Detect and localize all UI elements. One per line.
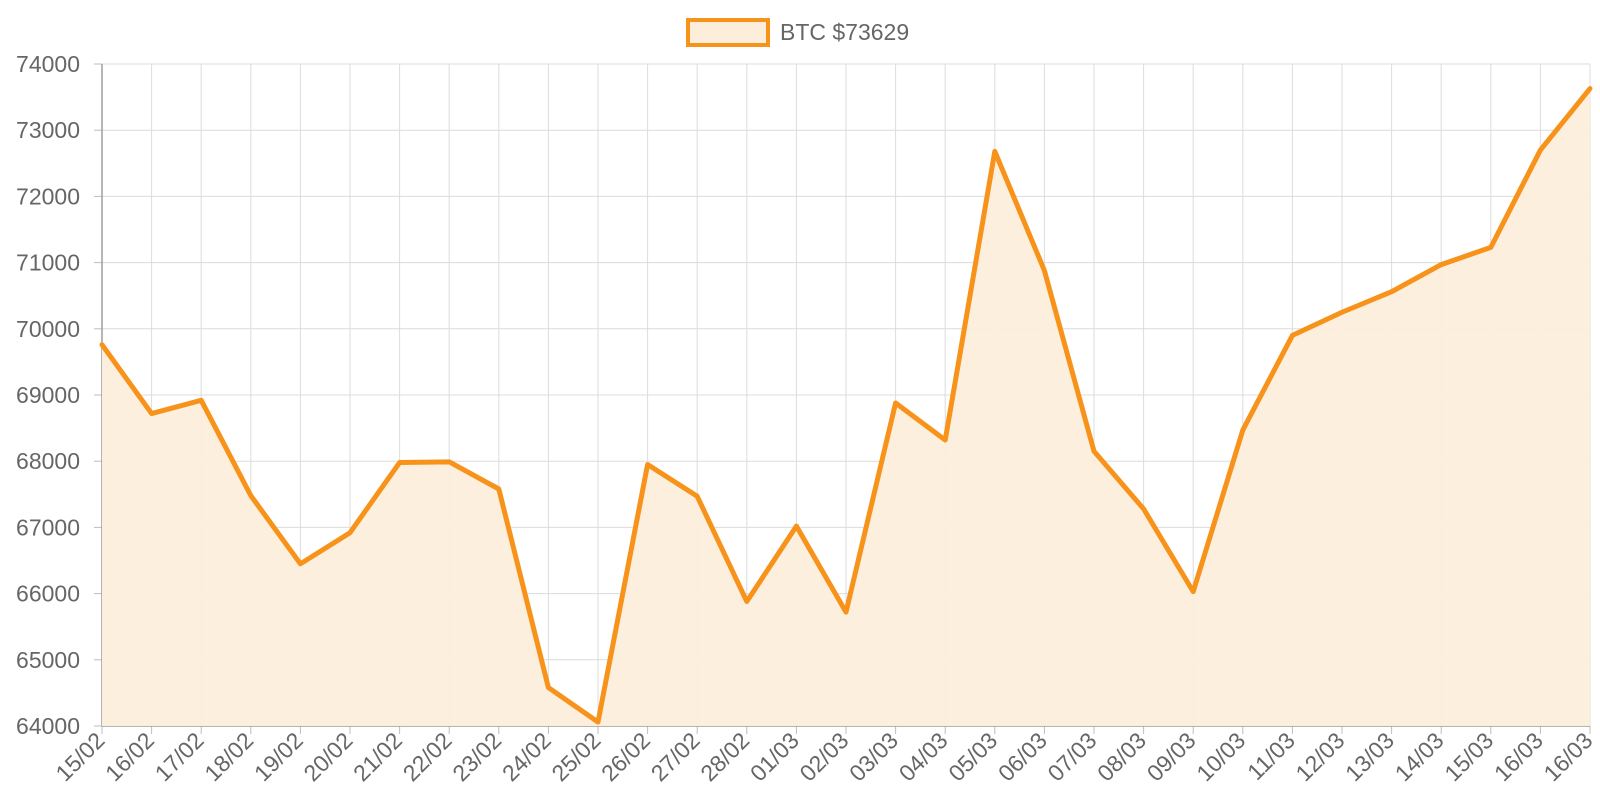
data-point[interactable] bbox=[1140, 505, 1148, 513]
x-tick-label: 20/02 bbox=[298, 727, 357, 786]
data-point[interactable] bbox=[1487, 243, 1495, 251]
series-line-btc[interactable] bbox=[99, 86, 1593, 725]
y-tick-label: 66000 bbox=[16, 581, 80, 607]
data-point[interactable] bbox=[594, 718, 602, 726]
x-tick-label: 24/02 bbox=[497, 727, 556, 786]
data-point[interactable] bbox=[1586, 85, 1594, 93]
y-tick-label: 67000 bbox=[16, 514, 80, 540]
y-axis-tick-labels: 74000 73000 72000 71000 70000 69000 68000 67000… bbox=[16, 51, 80, 739]
data-point[interactable] bbox=[1189, 588, 1197, 596]
x-tick-label: 01/03 bbox=[745, 727, 804, 786]
data-point[interactable] bbox=[148, 410, 156, 418]
data-point[interactable] bbox=[743, 598, 751, 606]
x-tick-label: 25/02 bbox=[546, 727, 605, 786]
x-tick-label: 15/03 bbox=[1439, 727, 1498, 786]
x-tick-label: 05/03 bbox=[943, 727, 1002, 786]
data-point[interactable] bbox=[247, 492, 255, 500]
legend[interactable]: BTC $73629 bbox=[686, 18, 909, 47]
data-point[interactable] bbox=[842, 608, 850, 616]
x-tick-label: 13/03 bbox=[1340, 727, 1399, 786]
data-point[interactable] bbox=[346, 529, 354, 537]
y-tick-label: 72000 bbox=[16, 183, 80, 209]
x-tick-label: 11/03 bbox=[1242, 727, 1300, 785]
data-point[interactable] bbox=[396, 459, 404, 467]
x-axis-tick-labels: 15/0216/0217/0218/0219/0220/0221/0222/02… bbox=[50, 727, 1597, 786]
x-tick-label: 23/02 bbox=[447, 727, 506, 786]
y-tick-label: 71000 bbox=[16, 250, 80, 276]
x-tick-label: 21/02 bbox=[348, 727, 407, 786]
x-tick-label: 17/02 bbox=[150, 727, 209, 786]
x-tick-label: 19/02 bbox=[249, 727, 308, 786]
data-point[interactable] bbox=[1536, 146, 1544, 154]
series-line-layer bbox=[98, 85, 1594, 726]
data-point[interactable] bbox=[991, 147, 999, 155]
data-point[interactable] bbox=[792, 522, 800, 530]
x-tick-label: 26/02 bbox=[596, 727, 655, 786]
series-area-btc bbox=[102, 88, 1590, 727]
legend-swatch bbox=[686, 18, 770, 47]
y-tick-label: 68000 bbox=[16, 448, 80, 474]
data-point[interactable] bbox=[1239, 426, 1247, 434]
data-point[interactable] bbox=[197, 396, 205, 404]
x-tick-label: 10/03 bbox=[1191, 727, 1250, 786]
y-tick-label: 69000 bbox=[16, 382, 80, 408]
x-tick-label: 03/03 bbox=[844, 727, 903, 786]
x-tick-label: 07/03 bbox=[1042, 727, 1101, 786]
data-point[interactable] bbox=[1388, 288, 1396, 296]
legend-label: BTC $73629 bbox=[780, 19, 909, 45]
y-tick-label: 74000 bbox=[16, 51, 80, 77]
y-tick-label: 70000 bbox=[16, 316, 80, 342]
x-tick-label: 09/03 bbox=[1142, 727, 1201, 786]
data-point[interactable] bbox=[544, 684, 552, 692]
x-tick-label: 16/02 bbox=[100, 727, 159, 786]
x-tick-label: 12/03 bbox=[1290, 727, 1349, 786]
data-point[interactable] bbox=[1040, 267, 1048, 275]
x-tick-label: 02/03 bbox=[794, 727, 853, 786]
x-tick-label: 22/02 bbox=[398, 727, 457, 786]
y-tick-label: 64000 bbox=[16, 713, 80, 739]
x-tick-label: 06/03 bbox=[993, 727, 1052, 786]
data-point[interactable] bbox=[495, 485, 503, 493]
x-tick-label: 18/02 bbox=[199, 727, 258, 786]
y-tick-label: 73000 bbox=[16, 117, 80, 143]
x-tick-label: 27/02 bbox=[646, 727, 705, 786]
data-point[interactable] bbox=[98, 341, 106, 349]
data-point[interactable] bbox=[445, 458, 453, 466]
x-tick-label: 16/03 bbox=[1489, 727, 1548, 786]
data-point[interactable] bbox=[892, 399, 900, 407]
data-point[interactable] bbox=[1338, 308, 1346, 316]
x-tick-label: 16/03 bbox=[1538, 727, 1597, 786]
data-point[interactable] bbox=[1288, 331, 1296, 339]
data-point[interactable] bbox=[644, 461, 652, 469]
x-tick-label: 08/03 bbox=[1092, 727, 1151, 786]
x-tick-label: 14/03 bbox=[1390, 727, 1449, 786]
area-fill-layer bbox=[102, 88, 1590, 727]
data-point[interactable] bbox=[1090, 447, 1098, 455]
data-point[interactable] bbox=[941, 436, 949, 444]
data-point[interactable] bbox=[1437, 261, 1445, 269]
data-point[interactable] bbox=[296, 560, 304, 568]
x-tick-label: 28/02 bbox=[695, 727, 754, 786]
x-tick-label: 04/03 bbox=[894, 727, 953, 786]
y-tick-label: 65000 bbox=[16, 647, 80, 673]
data-point[interactable] bbox=[693, 492, 701, 500]
